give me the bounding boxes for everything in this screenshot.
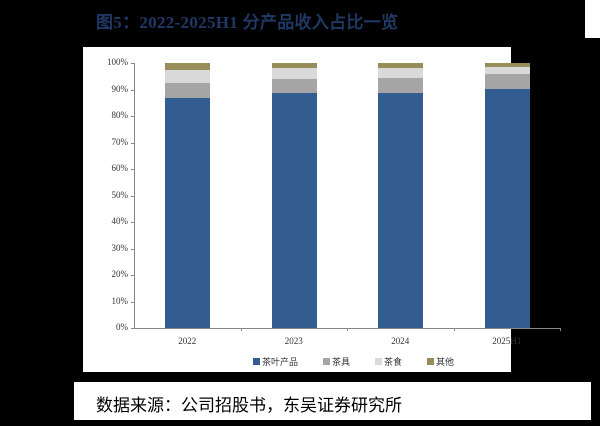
legend-item: 茶食	[375, 355, 402, 368]
y-tick	[131, 328, 134, 329]
y-tick	[131, 116, 134, 117]
y-axis	[134, 63, 135, 328]
x-tick	[240, 328, 242, 331]
y-tick-label: 20%	[111, 269, 129, 279]
y-tick-label: 10%	[111, 295, 129, 306]
bar-segment	[165, 98, 211, 328]
bar-segment	[484, 74, 530, 90]
legend-item: 茶具	[323, 355, 350, 368]
source-note: 数据来源：公司招股书，东吴证券研究所	[96, 396, 402, 416]
legend-swatch-icon	[323, 358, 330, 365]
y-tick-label: 40%	[111, 216, 129, 226]
bar-segment	[271, 78, 317, 93]
x-tick-label: 2025H1	[492, 336, 522, 346]
y-tick	[131, 89, 134, 91]
x-tick-label: 2022	[178, 336, 197, 346]
x-tick	[560, 328, 561, 331]
y-tick	[131, 142, 134, 144]
y-tick-label: 30%	[111, 242, 129, 253]
page-margin-box	[585, 0, 600, 38]
bar-segment	[484, 89, 530, 328]
bar-2023	[271, 63, 317, 328]
y-tick-label: 70%	[111, 136, 129, 147]
y-tick-label: 0%	[116, 322, 128, 332]
bar-segment	[378, 63, 424, 68]
y-tick	[131, 301, 134, 303]
bar-2022	[165, 63, 211, 328]
legend-swatch-icon	[375, 358, 382, 365]
bar-segment	[378, 92, 424, 328]
x-tick	[453, 328, 455, 331]
bar-segment	[165, 83, 211, 99]
bar-segment	[378, 77, 424, 93]
y-tick-label: 80%	[111, 110, 129, 120]
legend-label: 茶食	[384, 358, 403, 368]
bar-segment	[271, 92, 317, 328]
x-tick-label: 2023	[284, 336, 303, 346]
figure-title: 图5：2022-2025H1 分产品收入占比一览	[96, 13, 399, 32]
y-tick	[131, 248, 134, 250]
bar-segment	[165, 63, 211, 70]
legend-label: 其他	[436, 358, 455, 368]
y-tick-label: 60%	[111, 163, 129, 173]
legend-label: 茶具	[332, 358, 351, 368]
legend-swatch-icon	[427, 358, 434, 365]
y-tick	[131, 169, 134, 170]
legend-item: 茶叶产品	[253, 355, 298, 368]
stacked-bar-chart: 0% 10% 20% 30% 40% 50% 60% 70% 80% 90% 100% 2022 202…	[83, 47, 561, 372]
bar-2025H1	[484, 63, 530, 328]
legend-swatch-icon	[253, 358, 260, 365]
bar-segment	[378, 67, 424, 78]
x-tick-label: 2024	[391, 336, 410, 346]
bar-segment	[271, 67, 317, 79]
x-tick	[347, 328, 348, 331]
y-tick-label: 100%	[107, 57, 128, 67]
y-tick	[131, 195, 134, 197]
y-tick	[131, 275, 134, 276]
bar-2024	[378, 63, 424, 328]
bar-segment	[271, 63, 317, 68]
bar-segment	[484, 67, 530, 75]
y-tick	[131, 222, 134, 223]
y-tick-label: 50%	[111, 189, 129, 200]
bar-segment	[484, 63, 530, 68]
source-panel	[74, 382, 591, 420]
y-tick	[131, 63, 134, 64]
legend-label: 茶叶产品	[262, 358, 299, 368]
bar-segment	[165, 69, 211, 84]
legend-item: 其他	[427, 355, 454, 368]
y-tick-label: 90%	[111, 83, 129, 94]
